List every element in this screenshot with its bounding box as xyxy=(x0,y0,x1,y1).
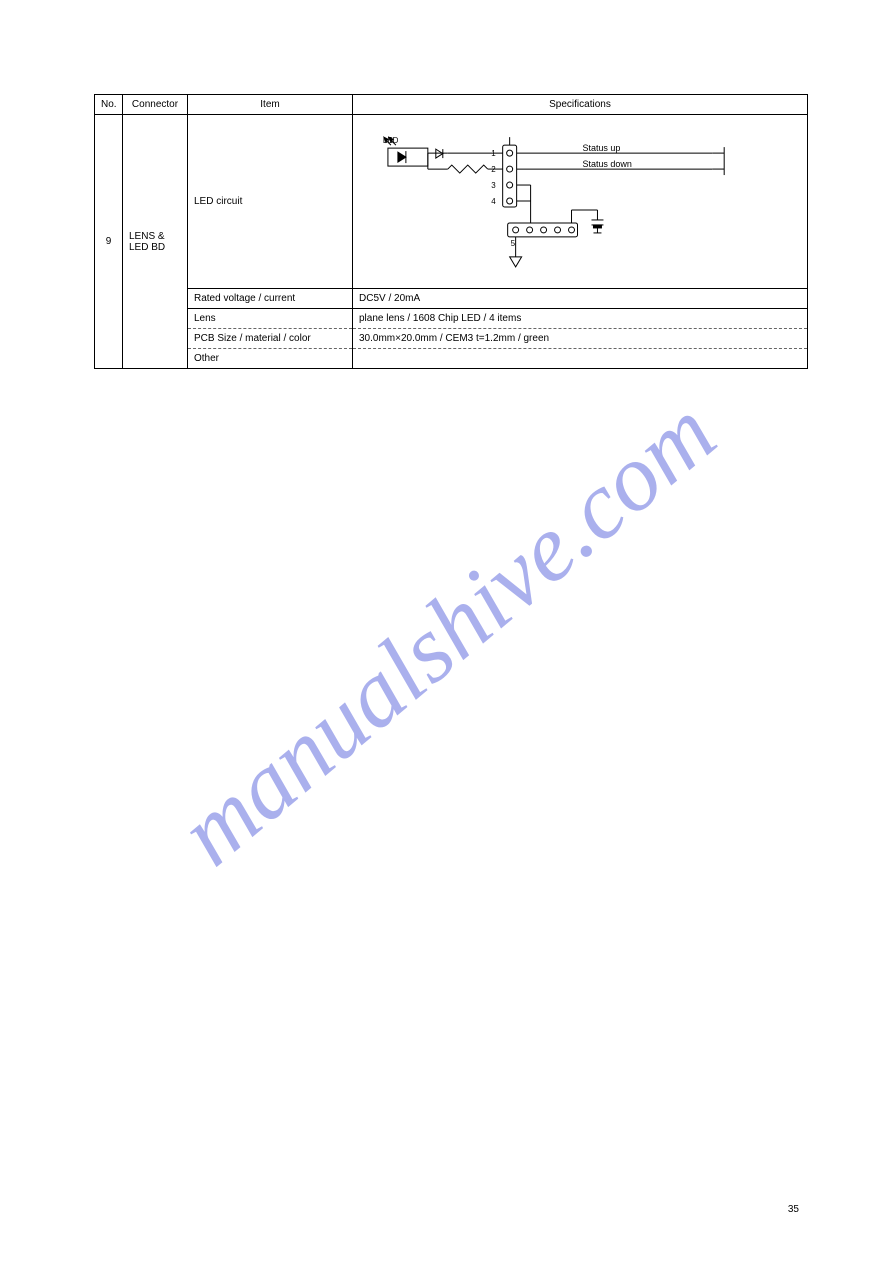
pin-4: 4 xyxy=(491,197,496,206)
header-item: Item xyxy=(188,95,353,115)
led-circuit-svg: 1 2 3 4 5 LED Status up Status down xyxy=(353,115,807,285)
pin-3: 3 xyxy=(491,181,496,190)
cell-no: 9 xyxy=(95,115,123,369)
header-no: No. xyxy=(95,95,123,115)
cell-item-lens: Lens xyxy=(188,309,353,329)
cell-item-size: PCB Size / material / color xyxy=(188,329,353,349)
header-connector: Connector xyxy=(123,95,188,115)
cell-value-rated: DC5V / 20mA xyxy=(353,289,808,309)
cell-value-size: 30.0mm×20.0mm / CEM3 t=1.2mm / green xyxy=(353,329,808,349)
pin-2: 2 xyxy=(491,165,496,174)
table-header-row: No. Connector Item Specifications xyxy=(95,95,808,115)
cell-item-rated: Rated voltage / current xyxy=(188,289,353,309)
table-row: 9 LENS & LED BD LED circuit xyxy=(95,115,808,289)
cell-value-lens: plane lens / 1608 Chip LED / 4 items xyxy=(353,309,808,329)
cell-connector-name: LENS & LED BD xyxy=(123,115,188,369)
table-row: Rated voltage / current DC5V / 20mA xyxy=(95,289,808,309)
pin-5: 5 xyxy=(511,239,516,248)
table-row: PCB Size / material / color 30.0mm×20.0m… xyxy=(95,329,808,349)
label-status-up: Status up xyxy=(582,143,620,153)
header-specs: Specifications xyxy=(353,95,808,115)
footer-right-page-number: 35 xyxy=(788,1204,799,1215)
cell-led-diagram: 1 2 3 4 5 LED Status up Status down xyxy=(353,115,808,289)
table-row: Lens plane lens / 1608 Chip LED / 4 item… xyxy=(95,309,808,329)
label-status-down: Status down xyxy=(582,159,631,169)
cell-item-led: LED circuit xyxy=(188,115,353,289)
spec-table: No. Connector Item Specifications 9 LENS… xyxy=(94,94,808,369)
cell-item-other: Other xyxy=(188,349,353,369)
pin-1: 1 xyxy=(491,149,496,158)
label-led: LED xyxy=(383,136,399,145)
watermark-text: manualshive.com xyxy=(158,377,736,887)
table-row: Other xyxy=(95,349,808,369)
cell-value-other xyxy=(353,349,808,369)
